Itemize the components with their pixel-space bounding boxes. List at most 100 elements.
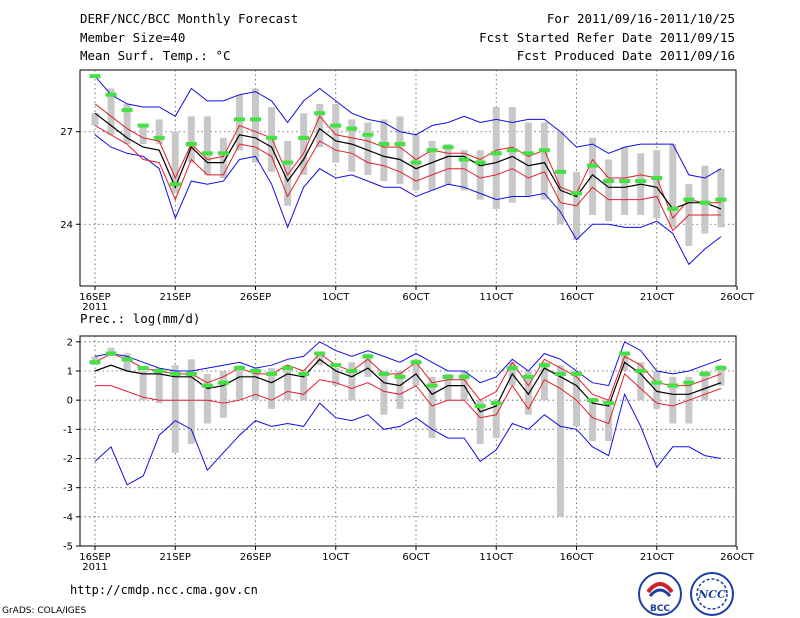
observed-bar [556,365,564,517]
climate-marker [587,163,599,168]
climate-marker [346,126,358,131]
observed-bar [139,371,147,401]
observed-bar [669,376,677,424]
observed-bar [171,131,179,194]
climate-marker [522,151,534,156]
climate-marker [458,374,470,379]
climate-marker [571,371,582,376]
climate-marker [651,176,663,180]
source-url[interactable]: http://cmdp.ncc.cma.gov.cn [70,583,258,597]
observed-bar [669,144,677,228]
observed-bar [476,400,484,444]
ncc-logo: NCC [690,572,734,616]
climate-marker [410,160,422,165]
x-tick-year: 2011 [82,562,107,573]
observed-bar [428,140,436,191]
observed-bar [556,131,564,225]
precip-panel-label: Prec.: log(mm/d) [80,311,201,326]
climate-marker [538,148,550,153]
forecast-period: For 2011/09/16-2011/10/25 [546,11,735,26]
climate-marker [394,142,406,147]
climate-marker [571,191,582,196]
observed-bar [605,159,613,222]
observed-bar [171,365,179,453]
observed-bar [653,371,661,409]
y-tick-label: 2 [67,337,73,348]
series-line-upper [94,352,722,401]
climate-marker [217,380,229,385]
observed-bar [428,376,436,439]
climate-marker [282,160,294,165]
observed-bar [155,368,163,404]
climate-marker [378,142,390,147]
observed-bar [348,362,356,401]
climate-marker [233,366,245,371]
observed-bar [380,119,388,182]
y-tick-label: -3 [63,483,73,494]
climate-marker [233,117,245,122]
climate-marker [667,206,679,211]
y-tick-label: 27 [60,127,73,138]
climate-marker [153,135,165,140]
climate-marker [490,401,502,406]
x-tick-label: 21OCT [640,292,675,303]
variable-label: Mean Surf. Temp.: °C [80,48,231,63]
observed-bar [444,144,452,185]
grads-credit: GrADS: COLA/IGES [2,606,87,616]
bcc-logo-text: BCC [650,604,670,614]
observed-bar [444,373,452,401]
observed-bar [460,150,468,191]
observed-bar [235,365,243,401]
x-tick-label: 21SEP [160,552,191,563]
series-line-mean [94,358,722,413]
climate-marker [683,197,695,202]
y-tick-label: 0 [67,396,73,407]
climate-marker [522,374,534,379]
observed-bar [653,150,661,219]
observed-bar [589,400,597,441]
climate-marker [554,371,566,376]
x-tick-label: 6OCT [402,552,430,563]
climate-marker [217,151,229,156]
x-tick-label: 16SEP [79,552,110,563]
observed-bar [637,362,645,401]
climate-marker [105,92,117,97]
series-line-min [94,134,722,266]
climate-marker [426,383,438,388]
climate-marker [490,151,502,156]
x-tick-label: 1OCT [322,292,350,303]
climate-marker [378,371,390,376]
climate-marker [314,111,326,116]
climate-marker [121,357,133,362]
climate-marker [410,360,422,365]
climate-marker [603,401,615,406]
observed-bar [187,116,195,163]
climate-marker [105,351,117,356]
ncc-logo-text: NCC [697,588,726,601]
observed-bar [235,94,243,151]
climate-marker [201,151,213,156]
climate-marker [169,182,181,187]
climate-marker [185,142,197,147]
member-size: Member Size=40 [80,30,186,45]
observed-bar [252,368,259,401]
climate-marker [458,157,470,162]
observed-bar [219,371,227,418]
observed-bar [284,365,292,401]
observed-bar [123,103,131,145]
climate-marker [506,148,518,153]
climate-marker [635,369,647,373]
climate-marker [635,179,647,184]
bcc-logo: BCC [638,572,682,616]
observed-bar [605,400,613,441]
climate-marker [121,108,133,113]
x-tick-label: 16OCT [560,552,595,563]
x-tick-label: 26SEP [240,292,271,303]
x-tick-label: 11OCT [479,552,514,563]
observed-bar [717,365,725,386]
observed-bar [364,122,372,175]
climate-marker [603,179,615,184]
observed-bar [508,107,516,203]
